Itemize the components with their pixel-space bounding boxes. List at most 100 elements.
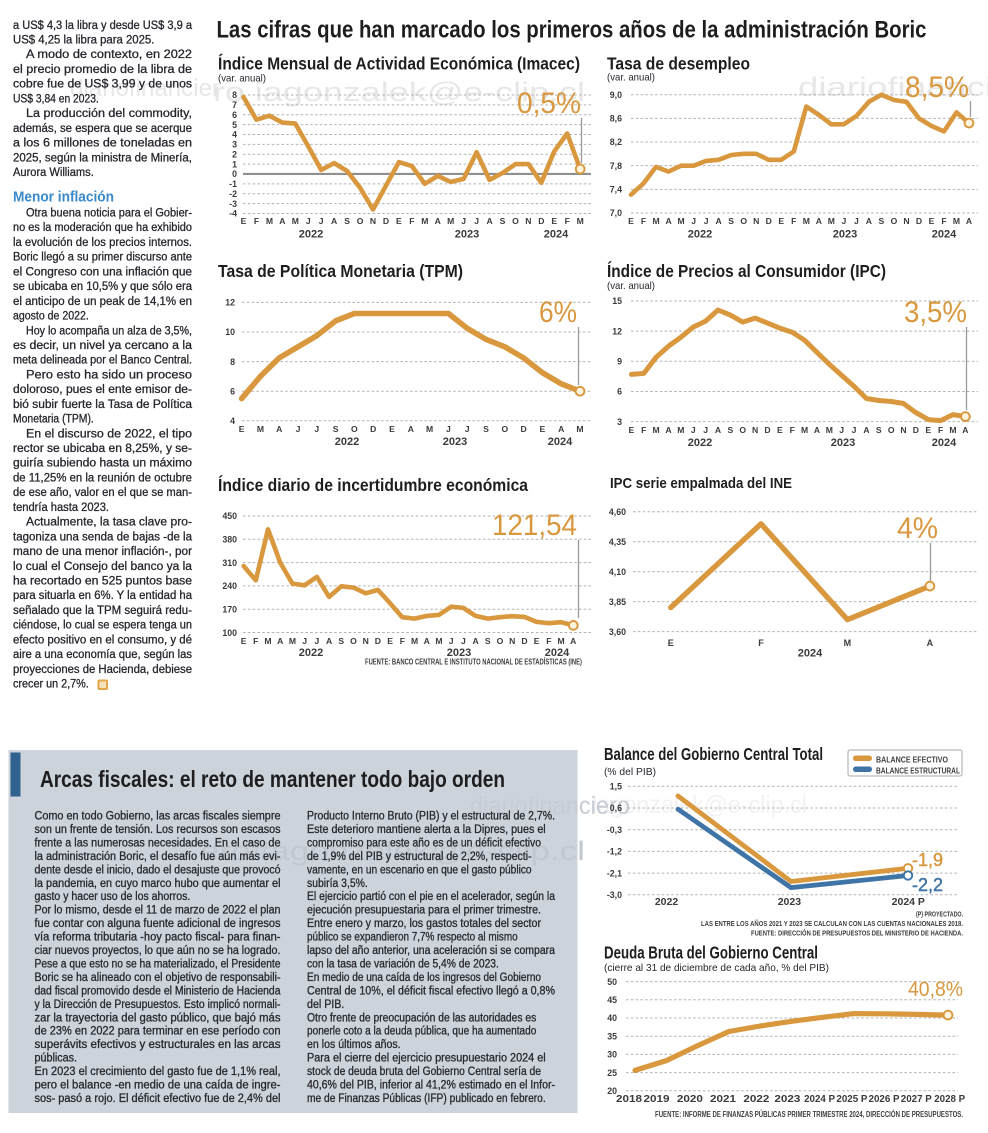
svg-text:O: O — [512, 216, 519, 226]
svg-text:E: E — [925, 425, 931, 435]
svg-text:100: 100 — [222, 628, 237, 638]
svg-text:35: 35 — [607, 1031, 617, 1041]
svg-text:310: 310 — [222, 558, 237, 568]
svg-text:US$ 4,25 la libra para 2025.: US$ 4,25 la libra para 2025. — [13, 33, 154, 47]
svg-text:M: M — [292, 216, 299, 226]
svg-text:Monetaria (TPM).: Monetaria (TPM). — [13, 412, 94, 426]
svg-text:8: 8 — [230, 357, 235, 367]
svg-text:O: O — [739, 425, 746, 435]
svg-text:US$ 3,84 en 2023.: US$ 3,84 en 2023. — [13, 91, 99, 105]
svg-text:mano de una menor inflación-,: mano de una menor inflación-, por — [13, 544, 192, 558]
svg-text:Hoy lo acompaña un alza de 3,5: Hoy lo acompaña un alza de 3,5%, — [26, 323, 192, 337]
svg-text:-0,3: -0,3 — [607, 825, 622, 835]
svg-text:Arcas fiscales: el reto de man: Arcas fiscales: el reto de mantener todo… — [40, 766, 505, 792]
svg-text:guiría subiendo hasta un máxim: guiría subiendo hasta un máximo — [13, 456, 192, 470]
svg-text:-1,9: -1,9 — [912, 850, 943, 870]
svg-text:2024 P: 2024 P — [892, 896, 925, 908]
svg-text:D: D — [383, 216, 389, 226]
svg-text:4,35: 4,35 — [609, 537, 626, 547]
svg-text:N: N — [903, 216, 909, 226]
svg-text:J: J — [704, 216, 709, 226]
svg-text:meta delineada por el Banco Ce: meta delineada por el Banco Central. — [13, 353, 192, 367]
svg-text:N: N — [363, 636, 369, 646]
svg-text:M: M — [653, 425, 660, 435]
svg-text:2023: 2023 — [831, 437, 855, 449]
svg-text:el anticipo de un peak de 14,1: el anticipo de un peak de 14,1% en — [13, 294, 192, 308]
svg-text:M: M — [266, 216, 273, 226]
svg-text:6%: 6% — [539, 296, 577, 329]
svg-text:7,8: 7,8 — [610, 161, 622, 171]
svg-text:Central de 10%, el déficit fis: Central de 10%, el déficit fiscal efecti… — [307, 983, 555, 997]
svg-text:E: E — [389, 424, 395, 434]
svg-text:A: A — [814, 425, 820, 435]
svg-text:7,4: 7,4 — [610, 185, 622, 195]
svg-text:M: M — [844, 638, 852, 648]
svg-text:M: M — [677, 216, 684, 226]
svg-text:proyecciones de Hacienda, debi: proyecciones de Hacienda, debiese — [13, 662, 192, 676]
svg-text:2023: 2023 — [447, 647, 471, 659]
svg-text:(var. anual): (var. anual) — [607, 72, 655, 84]
svg-text:J: J — [852, 425, 857, 435]
svg-text:aire a una economía que, según: aire a una economía que, según las — [13, 647, 192, 661]
svg-text:12: 12 — [612, 326, 622, 336]
svg-text:diariofinanci: diariofinanci — [798, 72, 988, 102]
svg-text:J: J — [703, 425, 708, 435]
svg-text:S: S — [500, 216, 506, 226]
svg-text:Para el cierre del ejercicio p: Para el cierre del ejercicio presupuesta… — [307, 1051, 546, 1065]
svg-text:E: E — [929, 216, 935, 226]
svg-text:E: E — [534, 636, 540, 646]
svg-text:J: J — [691, 216, 696, 226]
svg-text:E: E — [396, 216, 402, 226]
svg-text:bió subir fuerte la Tasa de Po: bió subir fuerte la Tasa de Política — [13, 397, 192, 411]
svg-text:J: J — [839, 425, 844, 435]
svg-text:A: A — [716, 216, 722, 226]
svg-text:2: 2 — [232, 149, 237, 159]
svg-text:frente a las numerosas necesid: frente a las numerosas necesidades. En e… — [35, 835, 281, 849]
svg-text:A: A — [558, 424, 564, 434]
svg-text:0: 0 — [232, 169, 237, 179]
svg-text:en los últimos años.: en los últimos años. — [307, 1037, 401, 1051]
svg-text:Entre enero y marzo, los gasto: Entre enero y marzo, los gastos totales … — [307, 916, 541, 930]
svg-text:ha recortado en 525 puntos bas: ha recortado en 525 puntos base — [13, 574, 192, 588]
svg-text:Deuda Bruta del Gobierno Centr: Deuda Bruta del Gobierno Central — [604, 943, 818, 963]
svg-text:y la Dirección de Presupuestos: y la Dirección de Presupuestos. Esto imp… — [35, 997, 281, 1011]
svg-text:Índice Mensual de Actividad Ec: Índice Mensual de Actividad Económica (I… — [218, 53, 580, 74]
svg-text:0,5%: 0,5% — [517, 87, 581, 120]
svg-text:(% del PIB): (% del PIB) — [604, 766, 656, 778]
svg-text:2018: 2018 — [616, 1094, 643, 1105]
svg-text:Boric se ha alineado con el ob: Boric se ha alineado con el objetivo de … — [35, 970, 281, 984]
svg-text:9: 9 — [617, 357, 622, 367]
svg-text:Índice de Precios al Consumido: Índice de Precios al Consumidor (IPC) — [607, 260, 886, 281]
svg-text:ero#agonzalek@e-clip.cl: ero#agonzalek@e-clip.cl — [200, 836, 585, 866]
svg-text:IPC serie empalmada del INE: IPC serie empalmada del INE — [610, 475, 792, 492]
svg-text:(cierre al 31 de diciembre de: (cierre al 31 de diciembre de cada año, … — [604, 962, 829, 974]
svg-text:M: M — [289, 636, 296, 646]
svg-text:O: O — [888, 425, 895, 435]
svg-text:J: J — [296, 424, 301, 434]
svg-text:S: S — [727, 425, 733, 435]
svg-text:A: A — [966, 216, 972, 226]
svg-text:2024: 2024 — [932, 437, 957, 449]
svg-text:ciéndose, lo cual se espera te: ciéndose, lo cual se espera tenga un — [13, 618, 192, 632]
svg-text:N: N — [509, 636, 515, 646]
svg-text:cobre fue de US$ 3,99 y de uno: cobre fue de US$ 3,99 y de unos — [13, 77, 192, 91]
svg-text:O: O — [740, 216, 747, 226]
svg-text:40,6% del PIB, inferior al 41,: 40,6% del PIB, inferior al 41,2% estimad… — [307, 1078, 555, 1092]
svg-text:diariofinanciero: diariofinanciero — [470, 792, 630, 820]
svg-text:E: E — [777, 425, 783, 435]
svg-text:Índice diario de incertidumbre: Índice diario de incertidumbre económica — [218, 474, 528, 495]
svg-text:A: A — [863, 425, 869, 435]
svg-text:no es la moderación que ha exh: no es la moderación que ha exhibido — [13, 220, 192, 234]
svg-text:A: A — [331, 216, 337, 226]
svg-text:J: J — [306, 216, 311, 226]
svg-text:2023: 2023 — [833, 229, 857, 241]
svg-text:Otro frente de preocupación de: Otro frente de preocupación de las autor… — [307, 1010, 536, 1024]
svg-text:2019: 2019 — [644, 1094, 671, 1105]
svg-text:Boric llegó a su primer discur: Boric llegó a su primer discurso ante — [13, 250, 192, 264]
svg-text:4: 4 — [230, 416, 235, 426]
svg-text:12: 12 — [225, 298, 235, 308]
svg-text:2024 P: 2024 P — [804, 1094, 835, 1105]
svg-text:-2,1: -2,1 — [607, 868, 622, 878]
svg-text:F: F — [941, 216, 946, 226]
svg-text:A: A — [279, 216, 285, 226]
